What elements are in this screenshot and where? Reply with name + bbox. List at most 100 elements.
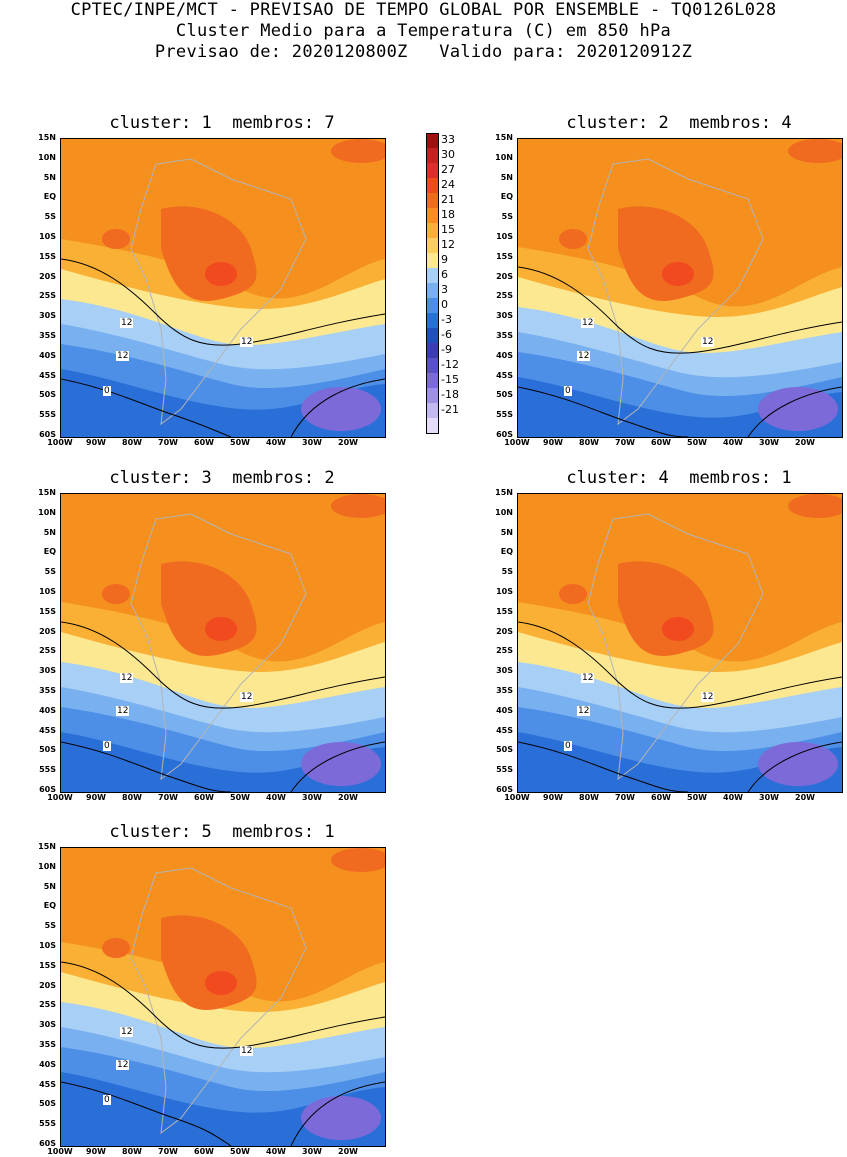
- lon-tick-label: 70W: [615, 793, 635, 802]
- lat-tick-label: 35S: [39, 686, 56, 695]
- lat-tick-label: 40S: [39, 350, 56, 360]
- lat-tick-label: 10N: [495, 152, 513, 162]
- lon-tick-label: 20W: [338, 1147, 358, 1156]
- contour-label: 12: [116, 351, 130, 361]
- lat-tick-label: 15S: [39, 960, 56, 970]
- lat-tick-label: 45S: [39, 725, 56, 735]
- lon-tick-label: 20W: [338, 438, 358, 447]
- lat-tick-label: 60S: [39, 430, 56, 439]
- contour-label: 0: [103, 741, 111, 751]
- lat-tick-label: 25S: [39, 291, 56, 301]
- lat-tick-label: 10N: [38, 861, 56, 871]
- lat-tick-label: 20S: [39, 626, 56, 636]
- colorbar-label: 21: [441, 193, 455, 206]
- lat-tick-label: 55S: [39, 765, 56, 775]
- colorbar-swatch: [426, 283, 439, 298]
- lon-tick-label: 70W: [158, 1147, 178, 1156]
- temperature-map: [60, 847, 386, 1147]
- lon-tick-label: 90W: [543, 438, 563, 447]
- lon-tick-label: 50W: [687, 438, 707, 447]
- colorbar-label: -18: [441, 388, 459, 401]
- lon-tick-label: 40W: [723, 793, 743, 802]
- colorbar-swatch: [426, 178, 439, 193]
- contour-label: 0: [564, 386, 572, 396]
- colorbar-label: 27: [441, 163, 455, 176]
- colorbar-swatch: [426, 133, 439, 149]
- lat-tick-label: 5N: [500, 172, 513, 182]
- temperature-map: [60, 493, 386, 793]
- contour-label: 12: [120, 673, 134, 683]
- colorbar-swatch: [426, 268, 439, 283]
- colorbar-swatch: [426, 193, 439, 208]
- colorbar-label: 33: [441, 133, 455, 146]
- lat-tick-label: 30S: [39, 666, 56, 676]
- lon-tick-label: 100W: [47, 1147, 73, 1156]
- colorbar-swatch: [426, 163, 439, 178]
- lat-tick-label: 45S: [496, 725, 513, 735]
- lat-tick-label: 20S: [39, 271, 56, 281]
- contour-label: 12: [120, 1027, 134, 1037]
- panel-title: cluster: 4 membros: 1: [566, 468, 792, 488]
- lat-tick-label: 15N: [38, 133, 56, 142]
- lon-tick-label: 30W: [302, 438, 322, 447]
- lat-tick-label: 15N: [495, 133, 513, 142]
- lat-tick-label: 5S: [44, 921, 56, 931]
- lat-tick-label: 5N: [43, 881, 56, 891]
- colorbar-label: 30: [441, 148, 455, 161]
- lon-tick-label: 80W: [122, 438, 142, 447]
- contour-label: 12: [701, 692, 715, 702]
- lat-tick-label: 10N: [38, 152, 56, 162]
- lat-tick-label: 40S: [496, 705, 513, 715]
- lat-tick-label: 20S: [39, 980, 56, 990]
- lat-tick-label: 45S: [496, 370, 513, 380]
- lat-tick-label: 35S: [39, 331, 56, 340]
- lat-tick-label: 10N: [495, 507, 513, 517]
- lat-tick-label: 50S: [496, 745, 513, 755]
- contour-label: 12: [240, 337, 254, 347]
- colorbar-swatch: [426, 328, 439, 343]
- colorbar-swatch: [426, 208, 439, 223]
- lat-tick-label: 50S: [39, 745, 56, 755]
- lat-tick-label: 5S: [44, 212, 56, 222]
- lon-tick-label: 70W: [615, 438, 635, 447]
- colorbar-label: 0: [441, 298, 448, 311]
- contour-label: 12: [240, 1046, 254, 1056]
- lat-tick-label: 10S: [39, 587, 56, 596]
- contour-label: 12: [116, 706, 130, 716]
- lon-tick-label: 100W: [504, 793, 530, 802]
- contour-label: 0: [103, 386, 111, 396]
- lat-tick-label: 40S: [39, 705, 56, 715]
- lon-tick-label: 80W: [579, 793, 599, 802]
- lon-tick-label: 40W: [723, 438, 743, 447]
- lon-tick-label: 80W: [122, 1147, 142, 1156]
- colorbar-swatch: [426, 388, 439, 403]
- lat-tick-label: 10S: [39, 232, 56, 241]
- colorbar-swatch: [426, 238, 439, 253]
- lat-tick-label: 25S: [39, 1000, 56, 1010]
- contour-label: 12: [116, 1060, 130, 1070]
- contour-label: 12: [577, 351, 591, 361]
- lon-tick-label: 50W: [230, 793, 250, 802]
- lat-tick-label: 5S: [44, 567, 56, 577]
- lat-tick-label: 15S: [39, 251, 56, 261]
- lat-tick-label: 35S: [39, 1040, 56, 1049]
- contour-label: 0: [564, 741, 572, 751]
- contour-label: 0: [103, 1095, 111, 1105]
- lon-tick-label: 40W: [266, 793, 286, 802]
- lat-tick-label: EQ: [500, 547, 513, 557]
- lat-tick-label: 30S: [39, 311, 56, 321]
- lat-tick-label: 5N: [500, 527, 513, 537]
- lon-tick-label: 60W: [194, 438, 214, 447]
- lat-tick-label: 15S: [39, 606, 56, 616]
- lon-tick-label: 60W: [194, 1147, 214, 1156]
- contour-label: 12: [701, 337, 715, 347]
- lat-tick-label: 50S: [39, 1099, 56, 1109]
- contour-label: 12: [120, 318, 134, 328]
- lon-tick-label: 90W: [86, 1147, 106, 1156]
- lat-tick-label: 45S: [39, 1079, 56, 1089]
- lat-tick-label: 60S: [39, 1139, 56, 1148]
- lat-tick-label: 55S: [496, 410, 513, 420]
- lat-tick-label: 40S: [496, 350, 513, 360]
- lat-tick-label: 50S: [496, 390, 513, 400]
- lon-tick-label: 100W: [504, 438, 530, 447]
